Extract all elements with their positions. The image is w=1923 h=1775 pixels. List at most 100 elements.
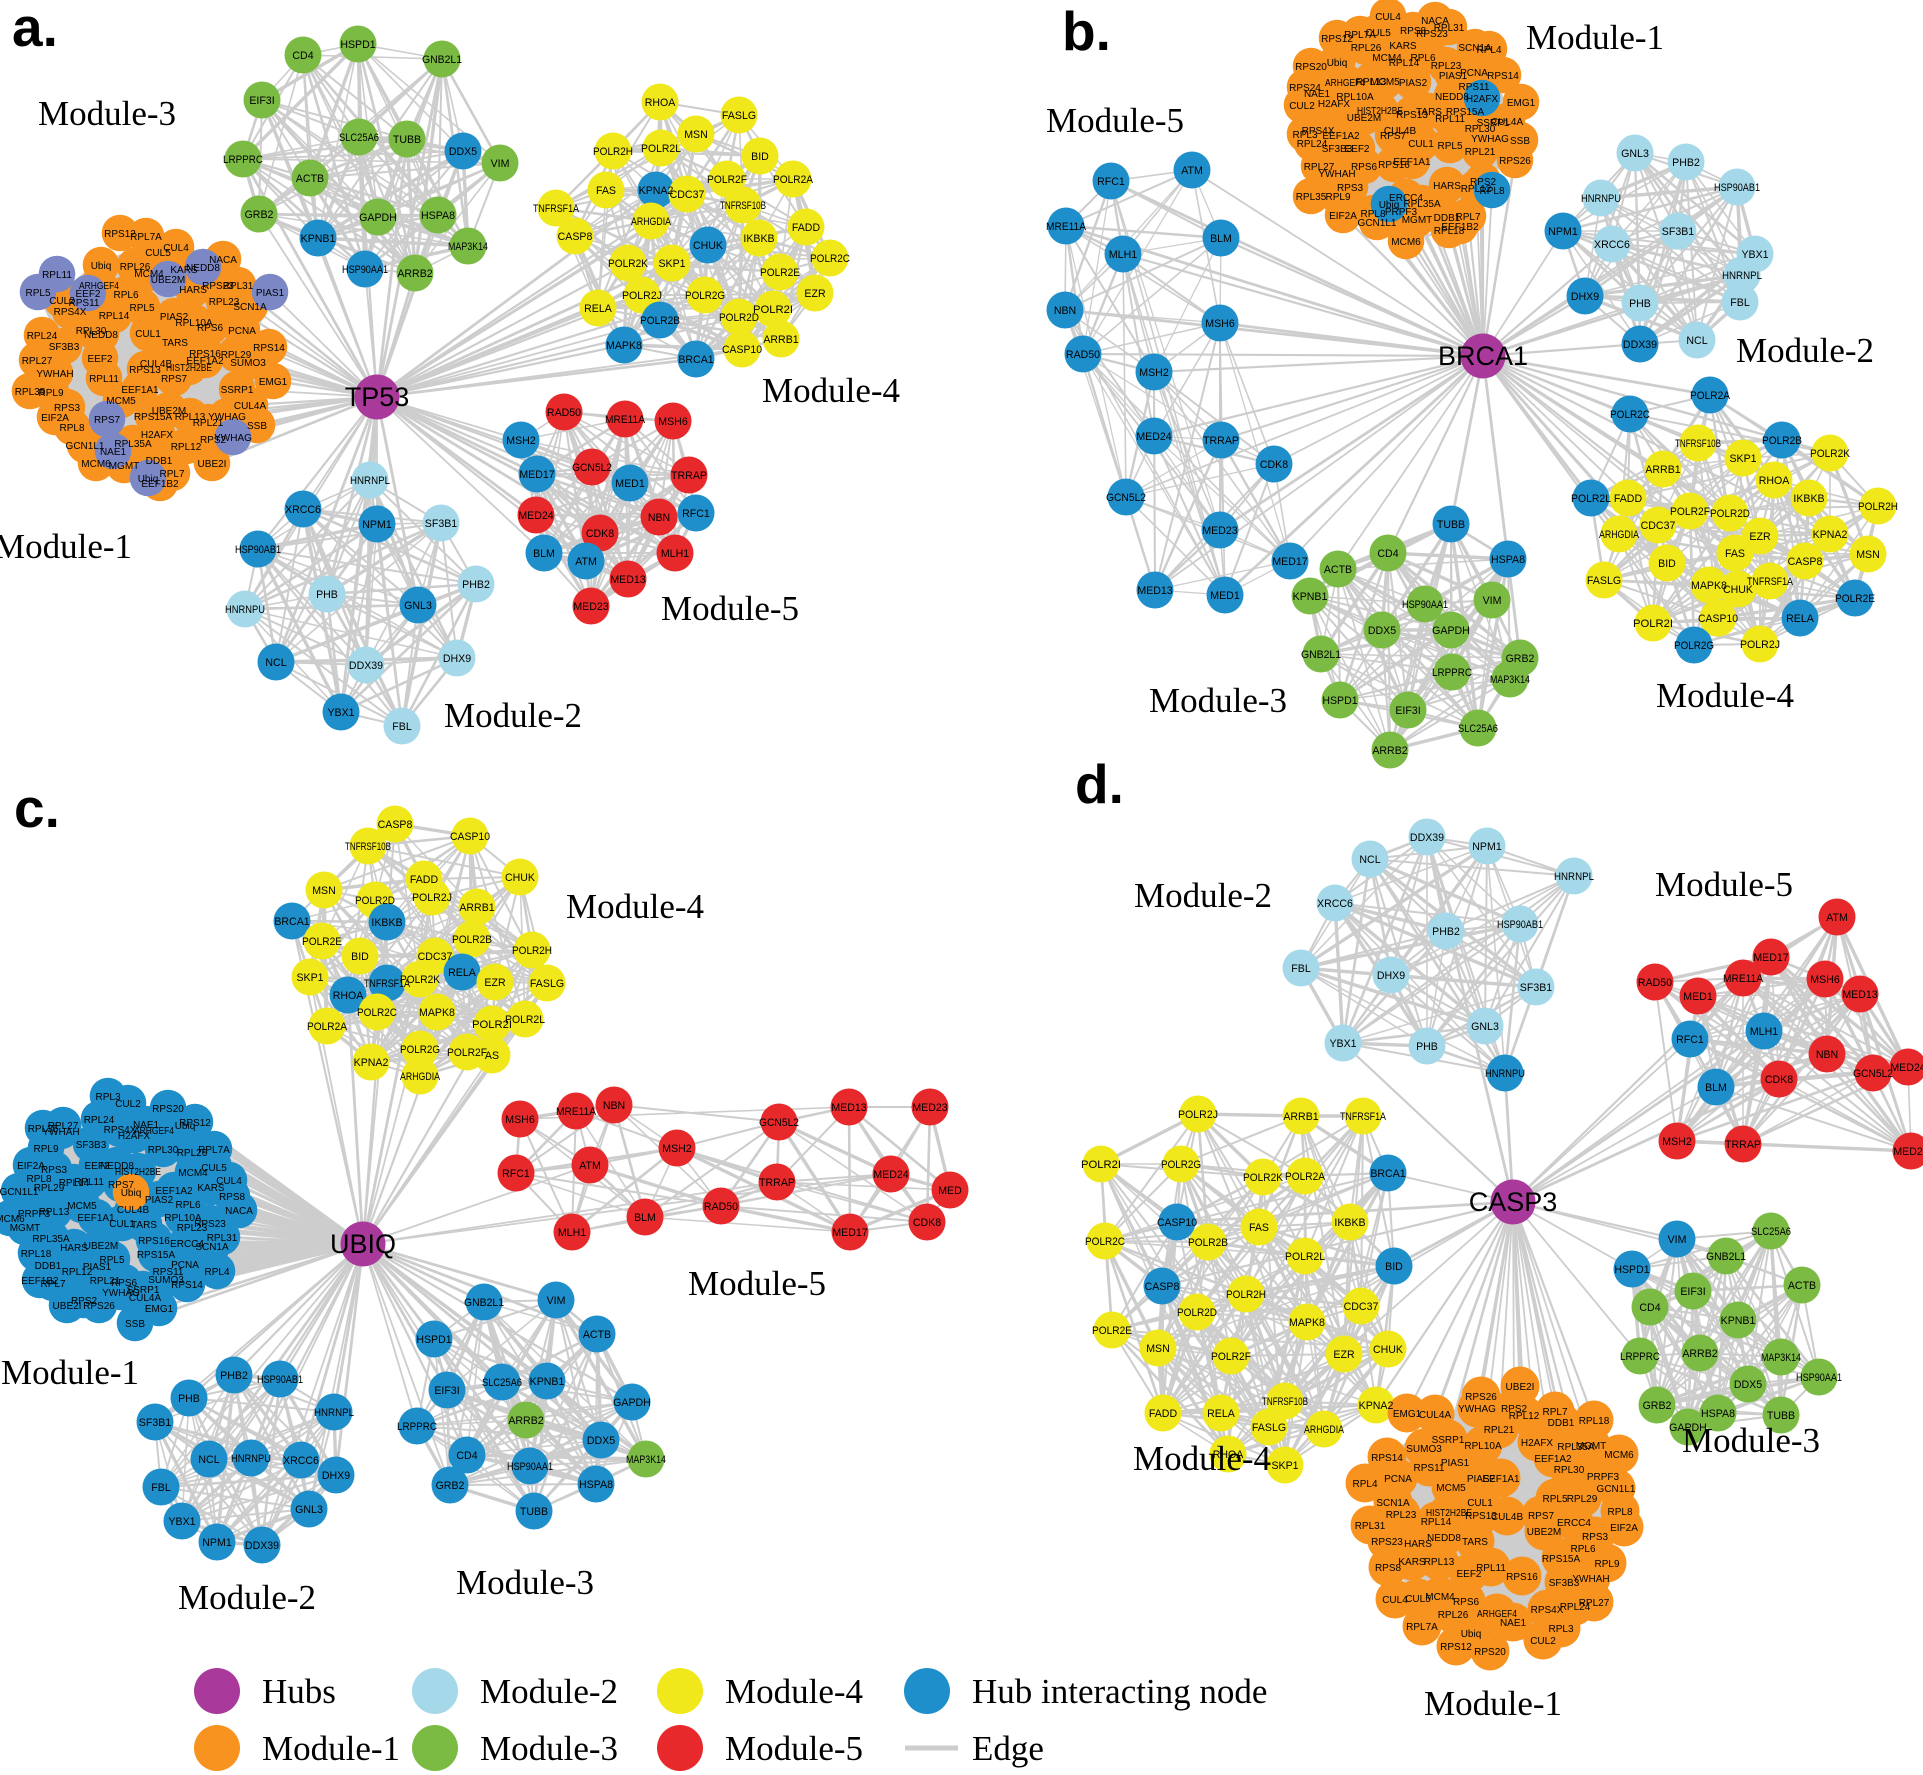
svg-text:Hubs: Hubs: [262, 1672, 336, 1711]
svg-text:RPL31: RPL31: [223, 281, 254, 292]
svg-text:RAD50: RAD50: [704, 1201, 738, 1213]
svg-text:CUL4: CUL4: [163, 243, 189, 254]
svg-text:NAE1: NAE1: [1500, 1618, 1527, 1629]
svg-text:TRRAP: TRRAP: [1203, 435, 1239, 447]
svg-text:RPL27: RPL27: [1304, 162, 1335, 173]
svg-text:NEDD8: NEDD8: [186, 263, 220, 274]
svg-text:ARHGDIA: ARHGDIA: [631, 216, 672, 228]
svg-text:MCM5: MCM5: [1436, 1483, 1466, 1494]
svg-text:CUL1: CUL1: [1408, 139, 1434, 150]
svg-text:MAPK8: MAPK8: [606, 340, 642, 352]
svg-text:HSPA8: HSPA8: [1701, 1408, 1735, 1420]
svg-text:NACA: NACA: [225, 1206, 253, 1217]
svg-text:RELA: RELA: [448, 967, 477, 979]
svg-text:CDC37: CDC37: [1641, 520, 1676, 532]
svg-text:PCNA: PCNA: [1384, 1474, 1412, 1485]
svg-text:Module-3: Module-3: [1682, 1421, 1820, 1460]
svg-text:YBX1: YBX1: [1329, 1038, 1356, 1050]
svg-text:CASP8: CASP8: [378, 819, 413, 831]
svg-text:DDX5: DDX5: [1734, 1379, 1762, 1391]
svg-text:RELA: RELA: [1786, 613, 1815, 625]
svg-text:MLH1: MLH1: [1750, 1026, 1778, 1038]
svg-text:MED23: MED23: [1893, 1146, 1923, 1158]
svg-text:RPL8: RPL8: [1607, 1507, 1632, 1518]
svg-text:KARS: KARS: [1389, 41, 1417, 52]
svg-text:SKP1: SKP1: [1729, 453, 1756, 465]
svg-text:BLM: BLM: [634, 1212, 656, 1224]
svg-text:EMG1: EMG1: [1393, 1409, 1422, 1420]
svg-text:EZR: EZR: [484, 977, 506, 989]
svg-text:MRE11A: MRE11A: [605, 414, 646, 426]
svg-text:MCM6: MCM6: [0, 1214, 25, 1225]
svg-text:DHX9: DHX9: [443, 653, 471, 665]
svg-text:YWHAG: YWHAG: [208, 412, 246, 423]
svg-text:FASLG: FASLG: [1587, 575, 1621, 587]
svg-text:SSB: SSB: [247, 421, 267, 432]
svg-text:Ubiq: Ubiq: [1327, 58, 1348, 69]
svg-text:RPL30: RPL30: [148, 1145, 179, 1156]
svg-text:POLR2B: POLR2B: [1762, 435, 1802, 447]
svg-text:POLR2C: POLR2C: [810, 253, 850, 265]
svg-text:HNRNPU: HNRNPU: [225, 604, 265, 616]
svg-text:RPS11: RPS11: [1459, 82, 1490, 93]
svg-text:Module-2: Module-2: [1736, 331, 1874, 370]
svg-text:Ubiq: Ubiq: [1461, 1629, 1482, 1640]
svg-text:LRPPRC: LRPPRC: [397, 1421, 437, 1433]
svg-text:ARRB1: ARRB1: [1645, 464, 1680, 476]
svg-text:MSN: MSN: [684, 129, 708, 141]
svg-text:NCL: NCL: [198, 1454, 219, 1466]
svg-text:RPL5: RPL5: [1437, 141, 1462, 152]
svg-text:Module-5: Module-5: [688, 1264, 826, 1303]
svg-text:SLC25A6: SLC25A6: [482, 1377, 522, 1389]
svg-text:RPL6: RPL6: [1570, 1544, 1595, 1555]
svg-text:LRPPRC: LRPPRC: [223, 154, 263, 166]
svg-text:NPM1: NPM1: [1548, 226, 1578, 238]
svg-text:TNFRSF1A: TNFRSF1A: [533, 203, 580, 215]
svg-text:POLR2G: POLR2G: [400, 1044, 440, 1056]
svg-text:VIM: VIM: [1668, 1234, 1687, 1246]
svg-text:CUL4: CUL4: [1375, 12, 1401, 23]
svg-text:NCL: NCL: [1359, 854, 1380, 866]
svg-text:POLR2A: POLR2A: [1285, 1171, 1326, 1183]
svg-text:HSPD1: HSPD1: [1614, 1264, 1649, 1276]
svg-text:HSP90AA1: HSP90AA1: [342, 264, 388, 276]
svg-text:GCN1L1: GCN1L1: [1597, 1484, 1636, 1495]
svg-text:RPL9: RPL9: [33, 1144, 58, 1155]
svg-text:CUL1: CUL1: [135, 329, 161, 340]
svg-text:H2AFX: H2AFX: [1466, 94, 1499, 105]
svg-text:GNB2L1: GNB2L1: [464, 1297, 504, 1309]
svg-text:ARRB2: ARRB2: [508, 1415, 543, 1427]
svg-text:MSH2: MSH2: [1139, 367, 1169, 379]
svg-text:PHB2: PHB2: [462, 579, 490, 591]
svg-text:CUL2: CUL2: [49, 296, 75, 307]
svg-text:CDC37: CDC37: [418, 951, 453, 963]
svg-text:TRRAP: TRRAP: [759, 1177, 795, 1189]
svg-text:RPS24: RPS24: [1289, 83, 1321, 94]
svg-text:EEF2: EEF2: [1456, 1569, 1481, 1580]
svg-text:VIM: VIM: [1483, 595, 1502, 607]
svg-text:KPNA2: KPNA2: [1813, 529, 1848, 541]
svg-text:SF3B1: SF3B1: [139, 1417, 171, 1429]
svg-text:ACTB: ACTB: [296, 173, 324, 185]
svg-text:CUL4: CUL4: [1382, 1595, 1408, 1606]
svg-text:ARHGDIA: ARHGDIA: [400, 1071, 441, 1083]
svg-text:EEF1B2: EEF1B2: [1441, 222, 1479, 233]
svg-text:RPL14: RPL14: [99, 311, 130, 322]
svg-text:ARHGDIA: ARHGDIA: [1599, 529, 1640, 541]
svg-text:MED17: MED17: [1272, 556, 1307, 568]
svg-text:SF3B1: SF3B1: [425, 518, 457, 530]
svg-text:XRCC6: XRCC6: [285, 504, 321, 516]
svg-text:RPL21: RPL21: [1465, 147, 1496, 158]
svg-text:FAS: FAS: [1725, 548, 1745, 560]
svg-text:DDB1: DDB1: [146, 456, 173, 467]
svg-text:GCN5L2: GCN5L2: [572, 462, 612, 474]
svg-text:MSH6: MSH6: [658, 416, 688, 428]
svg-text:SSB: SSB: [1510, 136, 1530, 147]
svg-text:RPS16: RPS16: [1506, 1572, 1538, 1583]
svg-text:MLH1: MLH1: [558, 1227, 586, 1239]
svg-text:RFC1: RFC1: [1676, 1034, 1704, 1046]
svg-text:DDB1: DDB1: [1548, 1418, 1575, 1429]
svg-text:MLH1: MLH1: [661, 548, 689, 560]
svg-text:POLR2G: POLR2G: [1674, 640, 1714, 652]
svg-text:BID: BID: [1658, 558, 1676, 570]
